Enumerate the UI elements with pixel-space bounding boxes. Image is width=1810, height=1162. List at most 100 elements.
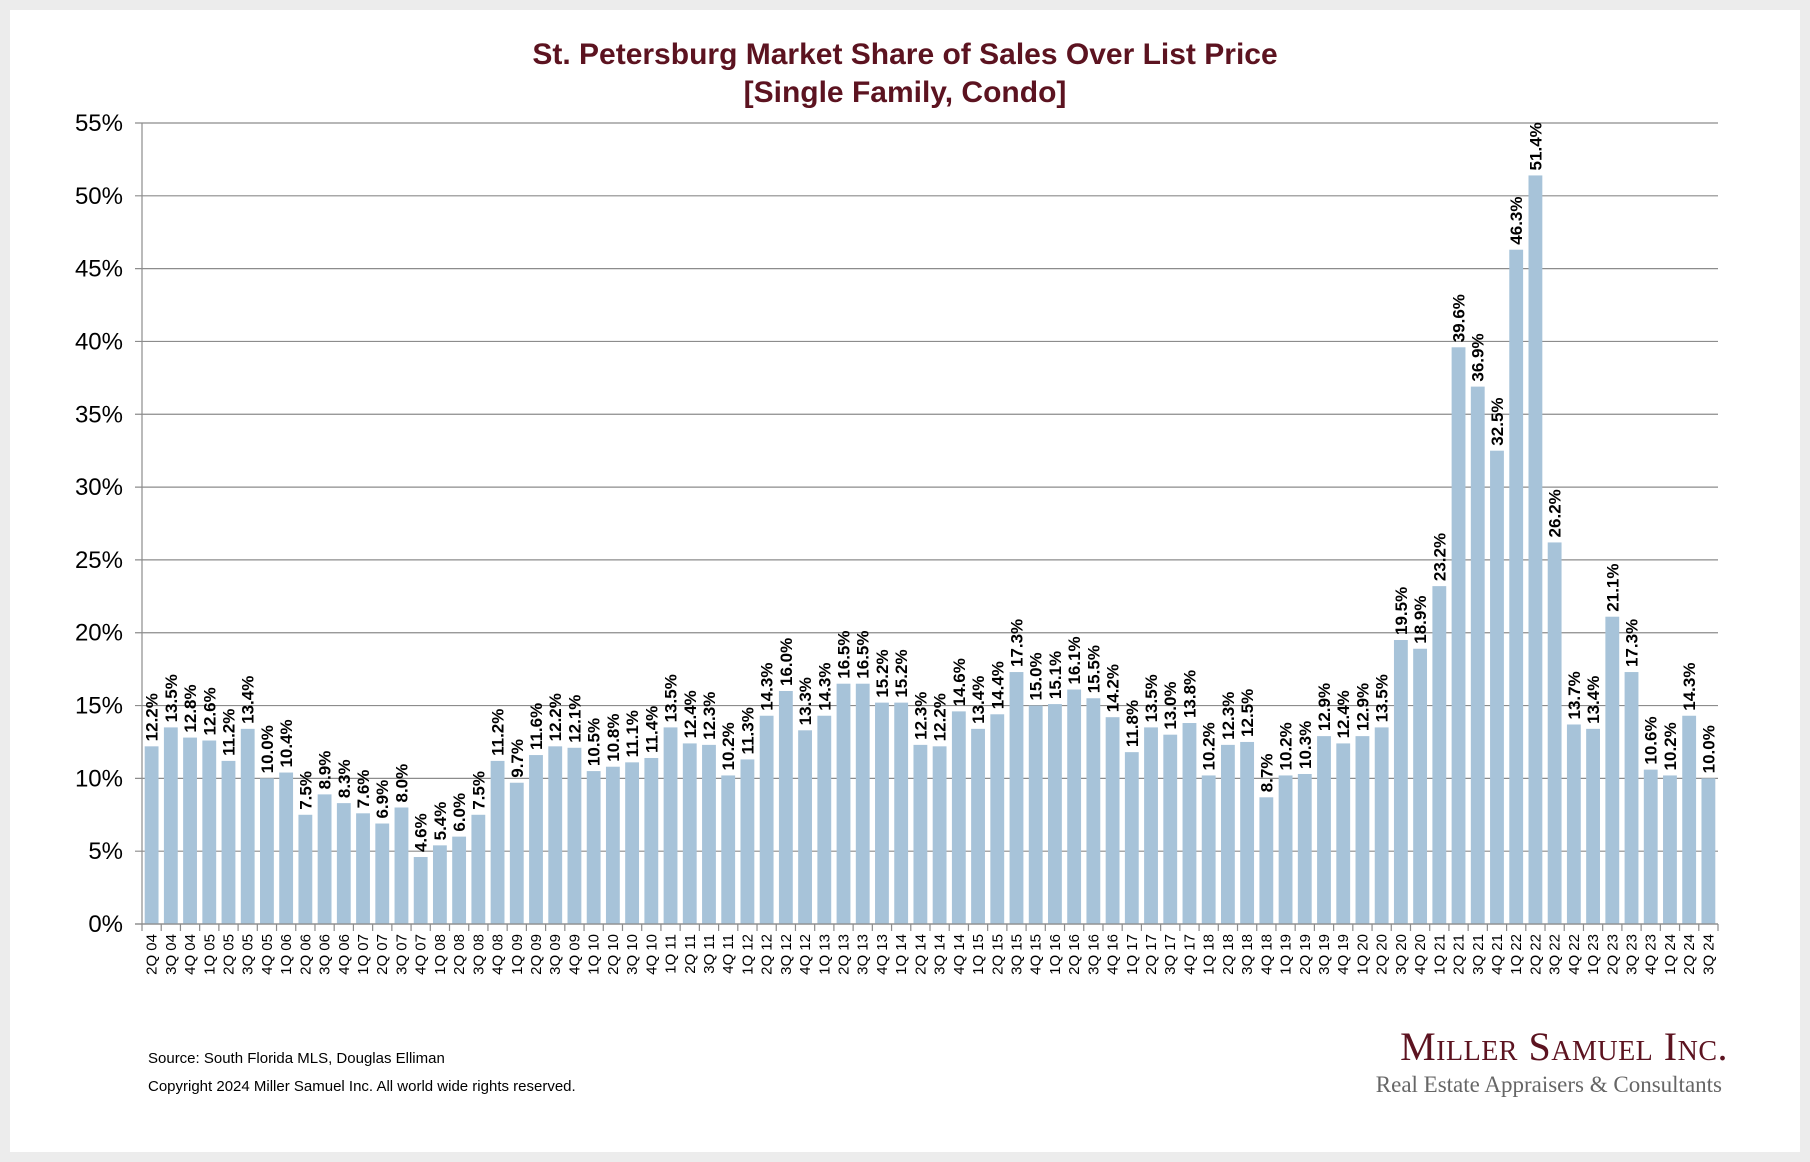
bar bbox=[1490, 450, 1504, 924]
x-tick-label: 4Q 10 bbox=[643, 934, 660, 975]
bar bbox=[663, 727, 678, 924]
data-label: 11.8% bbox=[1123, 700, 1142, 747]
x-tick-label: 4Q 22 bbox=[1566, 934, 1583, 975]
x-tick-label: 4Q 11 bbox=[720, 934, 737, 974]
data-label: 14.2% bbox=[1104, 664, 1123, 712]
data-label: 7.6% bbox=[354, 770, 373, 809]
chart-title: St. Petersburg Market Share of Sales Ove… bbox=[0, 36, 1810, 112]
bar bbox=[740, 759, 755, 924]
bar bbox=[1297, 773, 1312, 924]
x-tick-label: 3Q 22 bbox=[1547, 934, 1564, 975]
bar bbox=[1201, 775, 1216, 924]
x-tick-label: 4Q 08 bbox=[490, 934, 507, 975]
data-label: 10.0% bbox=[258, 725, 277, 773]
bar bbox=[971, 728, 985, 924]
bar bbox=[221, 760, 236, 924]
bar bbox=[1240, 741, 1255, 924]
bar bbox=[1663, 775, 1677, 924]
data-label: 10.5% bbox=[585, 718, 604, 766]
data-label: 9.7% bbox=[508, 739, 527, 778]
data-label: 12.3% bbox=[911, 692, 930, 740]
chart-subtitle: [Single Family, Condo] bbox=[743, 76, 1067, 109]
data-label: 14.3% bbox=[815, 663, 834, 711]
x-tick-label: 1Q 06 bbox=[278, 934, 295, 975]
bar bbox=[702, 744, 716, 924]
data-label: 51.4% bbox=[1526, 122, 1545, 170]
data-label: 13.5% bbox=[1373, 674, 1392, 722]
y-tick-label: 25% bbox=[75, 547, 123, 574]
data-label: 12.5% bbox=[1238, 689, 1257, 737]
data-label: 13.5% bbox=[1142, 674, 1161, 722]
data-label: 16.5% bbox=[835, 630, 854, 678]
bar bbox=[1009, 672, 1024, 924]
x-tick-label: 3Q 06 bbox=[317, 934, 334, 975]
data-label: 14.3% bbox=[1680, 663, 1699, 711]
x-tick-label: 2Q 08 bbox=[451, 934, 468, 975]
x-tick-label: 3Q 12 bbox=[778, 934, 795, 975]
x-tick-label: 4Q 09 bbox=[566, 934, 583, 975]
bar bbox=[1605, 616, 1620, 924]
bar bbox=[1028, 705, 1043, 924]
x-tick-label: 3Q 19 bbox=[1316, 934, 1333, 975]
bar bbox=[375, 823, 390, 924]
data-label: 14.6% bbox=[950, 658, 969, 706]
x-tick-label: 4Q 06 bbox=[336, 934, 353, 975]
bar bbox=[1566, 724, 1581, 924]
bar-chart: 0% 5% 10% 15% 20% 25% 30% 35% 40% 45% 50% 55% 2Q 04… bbox=[75, 110, 1719, 975]
data-label: 6.0% bbox=[450, 793, 469, 832]
x-tick-label: 1Q 16 bbox=[1047, 934, 1064, 975]
bar bbox=[625, 762, 640, 924]
x-tick-label: 4Q 15 bbox=[1028, 934, 1045, 975]
bar bbox=[1278, 775, 1293, 924]
data-label: 8.7% bbox=[1257, 754, 1276, 793]
x-tick-label: 3Q 21 bbox=[1470, 934, 1487, 975]
data-label: 11.4% bbox=[642, 706, 661, 753]
data-label: 16.5% bbox=[854, 630, 873, 678]
x-tick-label: 1Q 10 bbox=[586, 934, 603, 975]
bar bbox=[1528, 175, 1543, 925]
data-label: 17.3% bbox=[1007, 619, 1026, 667]
x-tick-label: 3Q 16 bbox=[1085, 934, 1102, 975]
y-tick-label: 30% bbox=[75, 474, 123, 501]
x-tick-label: 3Q 18 bbox=[1239, 934, 1256, 975]
x-tick-label: 4Q 20 bbox=[1412, 934, 1429, 975]
y-tick-label: 40% bbox=[75, 328, 123, 355]
data-label: 6.9% bbox=[373, 780, 392, 819]
data-label: 10.3% bbox=[1296, 721, 1315, 769]
x-tick-label: 3Q 09 bbox=[547, 934, 564, 975]
bar bbox=[1547, 542, 1562, 924]
data-label: 12.3% bbox=[700, 692, 719, 740]
data-label: 12.9% bbox=[1353, 683, 1372, 731]
bar bbox=[163, 727, 178, 924]
bar bbox=[1374, 727, 1389, 924]
x-tick-label: 4Q 23 bbox=[1643, 934, 1660, 975]
data-label: 12.2% bbox=[546, 693, 565, 741]
x-tick-label: 2Q 05 bbox=[220, 934, 237, 975]
x-tick-label: 1Q 20 bbox=[1354, 934, 1371, 975]
bar bbox=[682, 743, 697, 924]
x-tick-label: 2Q 07 bbox=[374, 934, 391, 975]
bar bbox=[432, 845, 447, 924]
x-tick-label: 1Q 21 bbox=[1431, 934, 1448, 975]
bar bbox=[1067, 689, 1082, 924]
data-label: 13.3% bbox=[796, 677, 815, 725]
bar bbox=[1393, 640, 1408, 924]
data-label: 17.3% bbox=[1623, 619, 1642, 667]
data-label: 10.2% bbox=[1277, 722, 1296, 770]
x-tick-label: 2Q 12 bbox=[759, 934, 776, 975]
x-tick-label: 2Q 15 bbox=[989, 934, 1006, 975]
x-tick-label: 2Q 11 bbox=[682, 934, 699, 974]
source-note: Source: South Florida MLS, Douglas Ellim… bbox=[148, 1050, 445, 1067]
x-tick-label: 3Q 17 bbox=[1162, 934, 1179, 975]
bar bbox=[798, 730, 812, 924]
bar bbox=[1124, 752, 1139, 924]
x-tick-label: 3Q 10 bbox=[624, 934, 641, 975]
bar bbox=[1220, 744, 1235, 924]
bar bbox=[605, 766, 620, 924]
x-axis: 2Q 04 3Q 04 4Q 04 1Q 05 2Q 05 3Q 05 4Q 05 1Q 06… bbox=[135, 923, 1719, 975]
x-tick-label: 3Q 23 bbox=[1624, 934, 1641, 975]
data-label: 16.1% bbox=[1065, 636, 1084, 684]
data-label: 14.4% bbox=[988, 661, 1007, 709]
data-label: 12.8% bbox=[181, 684, 200, 732]
data-label: 14.3% bbox=[758, 663, 777, 711]
